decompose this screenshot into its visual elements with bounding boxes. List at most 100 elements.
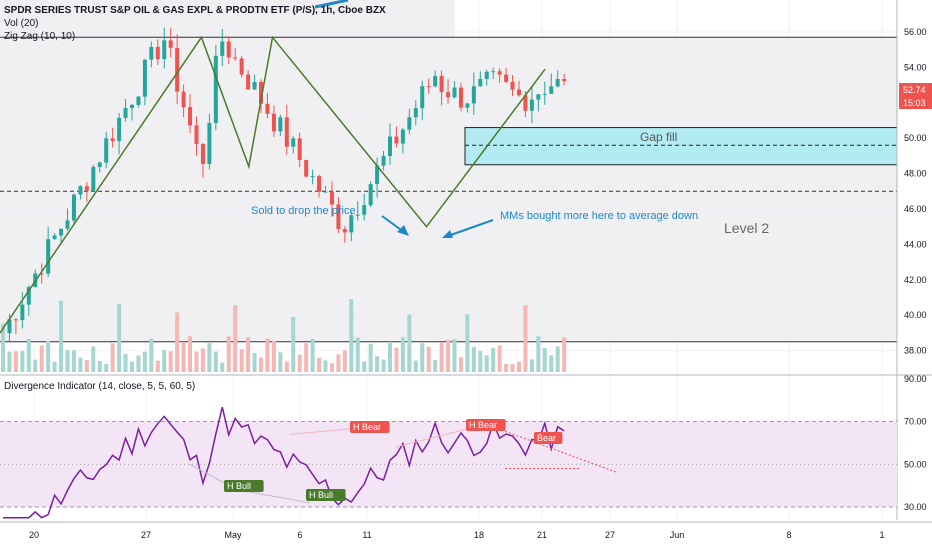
volume-bar (394, 347, 399, 372)
time-tick-label: 20 (29, 530, 39, 540)
candle-body (362, 205, 367, 215)
candle-body (200, 144, 205, 164)
volume-bar (317, 357, 322, 372)
oscillator-tick-label: 50.00 (904, 459, 927, 469)
volume-bar (471, 346, 476, 372)
volume-bar (149, 338, 154, 372)
volume-bar (175, 312, 180, 372)
volume-bar (349, 299, 354, 372)
candle-body (517, 89, 521, 96)
arrow-sold-head (397, 225, 409, 236)
volume-bar (523, 305, 528, 372)
candle-body (388, 136, 392, 156)
candle-body (168, 40, 173, 48)
divergence-badge (306, 489, 346, 501)
countdown-label: 15:03 (903, 98, 926, 108)
candle-body (349, 215, 354, 233)
divergence-badge (534, 432, 563, 444)
volume-bar (465, 314, 470, 372)
divergence-label: H Bear (353, 422, 381, 432)
candle-body (407, 117, 412, 130)
candle-body (271, 113, 276, 132)
volume-bar (220, 362, 225, 372)
oscillator-legend: Divergence Indicator (14, close, 5, 5, 6… (4, 381, 196, 392)
volume-bar (368, 343, 373, 372)
candle-body (59, 228, 64, 236)
price-tick-label: 54.00 (904, 62, 927, 72)
arrow-mms-head (442, 230, 453, 238)
candle-body (426, 86, 431, 88)
volume-bar (207, 342, 212, 372)
price-axis-bg (897, 0, 932, 520)
volume-bar (271, 340, 276, 372)
volume-bar (84, 360, 89, 372)
candle-body (562, 78, 567, 82)
volume-bar (517, 361, 521, 372)
candle-body (52, 235, 57, 240)
candle-body (26, 287, 31, 305)
last-price-label: 52.74 (903, 85, 926, 95)
volume-bar (194, 351, 199, 372)
candles (1, 27, 567, 372)
volume-bar (284, 361, 289, 372)
candle-body (207, 122, 212, 164)
volume-bar (342, 350, 347, 372)
volume-bar (117, 303, 122, 372)
candle-body (213, 55, 218, 123)
candle-body (220, 41, 225, 56)
price-tick-label: 42.00 (904, 275, 927, 285)
annotation-level2: Level 2 (724, 220, 769, 236)
candle-body (329, 191, 334, 205)
volume-bar (97, 360, 102, 372)
volume-bar (52, 361, 57, 372)
volume-bar (323, 360, 328, 372)
volume-bar (65, 350, 70, 372)
candle-body (259, 81, 263, 104)
arrow-top (314, 0, 349, 9)
candle-body (394, 136, 399, 144)
candle-body (555, 78, 560, 87)
volume-bar (291, 316, 296, 372)
volume-bar (549, 355, 554, 372)
volume-bar (181, 341, 186, 372)
volume-bar (420, 343, 425, 372)
zigzag-legend: Zig Zag (10, 10) (4, 31, 76, 42)
volume-bar (504, 363, 509, 372)
divergence-label: H Bull (309, 490, 333, 500)
volume-bar (478, 351, 483, 372)
volume-bar (213, 351, 218, 372)
candle-body (510, 81, 515, 90)
time-tick-label: 1 (879, 530, 884, 540)
volume-bar (136, 355, 141, 372)
candle-body (471, 86, 476, 104)
candle-body (452, 87, 457, 98)
bear-trend-line (489, 425, 619, 474)
volume-bar (246, 337, 251, 372)
candle-body (504, 74, 509, 82)
price-tick-label: 44.00 (904, 239, 927, 249)
volume-bar (388, 341, 392, 372)
volume-bar (407, 314, 412, 372)
candle-body (297, 138, 302, 160)
volume-bar (39, 345, 44, 372)
divergence-label: Bear (537, 433, 556, 443)
candle-body (136, 96, 141, 105)
oscillator-tick-label: 70.00 (904, 417, 927, 427)
volume-bar (1, 323, 5, 372)
candle-body (104, 138, 109, 163)
candle-body (284, 117, 289, 147)
volume-bar (426, 346, 431, 372)
top-zone (0, 0, 455, 38)
candle-body (413, 108, 418, 118)
volume-bar (433, 360, 438, 372)
candle-body (342, 229, 347, 233)
candle-body (149, 46, 154, 60)
volume-bar (155, 360, 160, 372)
candle-body (317, 176, 322, 192)
gap-fill-zone (464, 127, 898, 166)
volume-bar (226, 336, 231, 372)
candle-body (246, 74, 251, 90)
volume-bar (123, 353, 128, 372)
